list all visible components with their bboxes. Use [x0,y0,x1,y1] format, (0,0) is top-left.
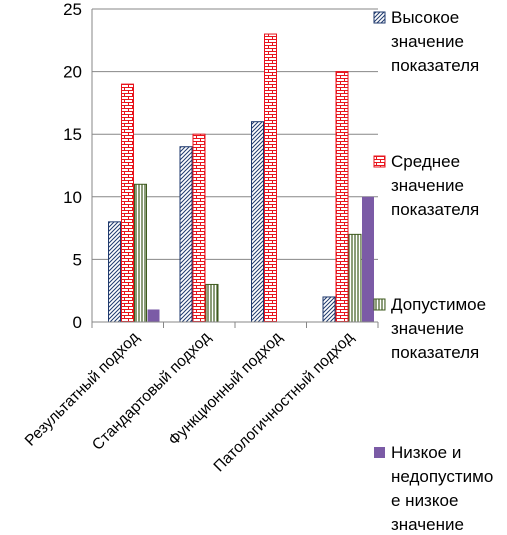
legend-label: значение [391,515,464,534]
bar [108,221,121,323]
y-tick-label: 0 [73,313,82,332]
y-tick-label: 15 [63,125,82,144]
bars [108,33,374,323]
bar [251,121,264,323]
legend-label: показателя [391,200,479,219]
legend-label: Высокое [391,8,459,27]
bar [147,309,160,322]
y-tick-label: 10 [63,188,82,207]
legend-label: значение [391,32,464,51]
x-category-label: Стандартовый подход [89,329,214,454]
bar [205,283,219,323]
legend-label: Среднее [391,152,460,171]
legend-label: недопустимо [391,467,493,486]
legend-label: Допустимое [391,295,486,314]
bar [322,296,336,323]
bar [362,196,374,322]
legend-swatch [374,447,385,458]
bar [192,133,206,323]
x-category-label: Результатный подход [22,329,143,450]
bar [121,83,134,323]
bar [335,71,349,323]
legend-swatch [373,11,386,24]
legend-label: Низкое и [391,443,461,462]
bar [348,233,362,323]
bar [179,146,193,323]
y-axis: 0 5 10 15 20 25 [63,0,93,332]
legend-label: значение [391,176,464,195]
y-tick-label: 25 [63,0,82,19]
legend-swatch [373,298,386,311]
y-tick-label: 20 [63,63,82,82]
bar [134,183,147,323]
legend-label: показателя [391,56,479,75]
legend-label: значение [391,319,464,338]
legend-label: е низкое [391,491,458,510]
legend-label: показателя [391,343,479,362]
legend: Высокое значение показателя Среднее значение… [373,8,493,534]
x-category-label: Патологичностный подход [211,329,357,475]
bar [264,33,277,323]
legend-swatch [373,155,386,168]
y-tick-label: 5 [73,250,82,269]
